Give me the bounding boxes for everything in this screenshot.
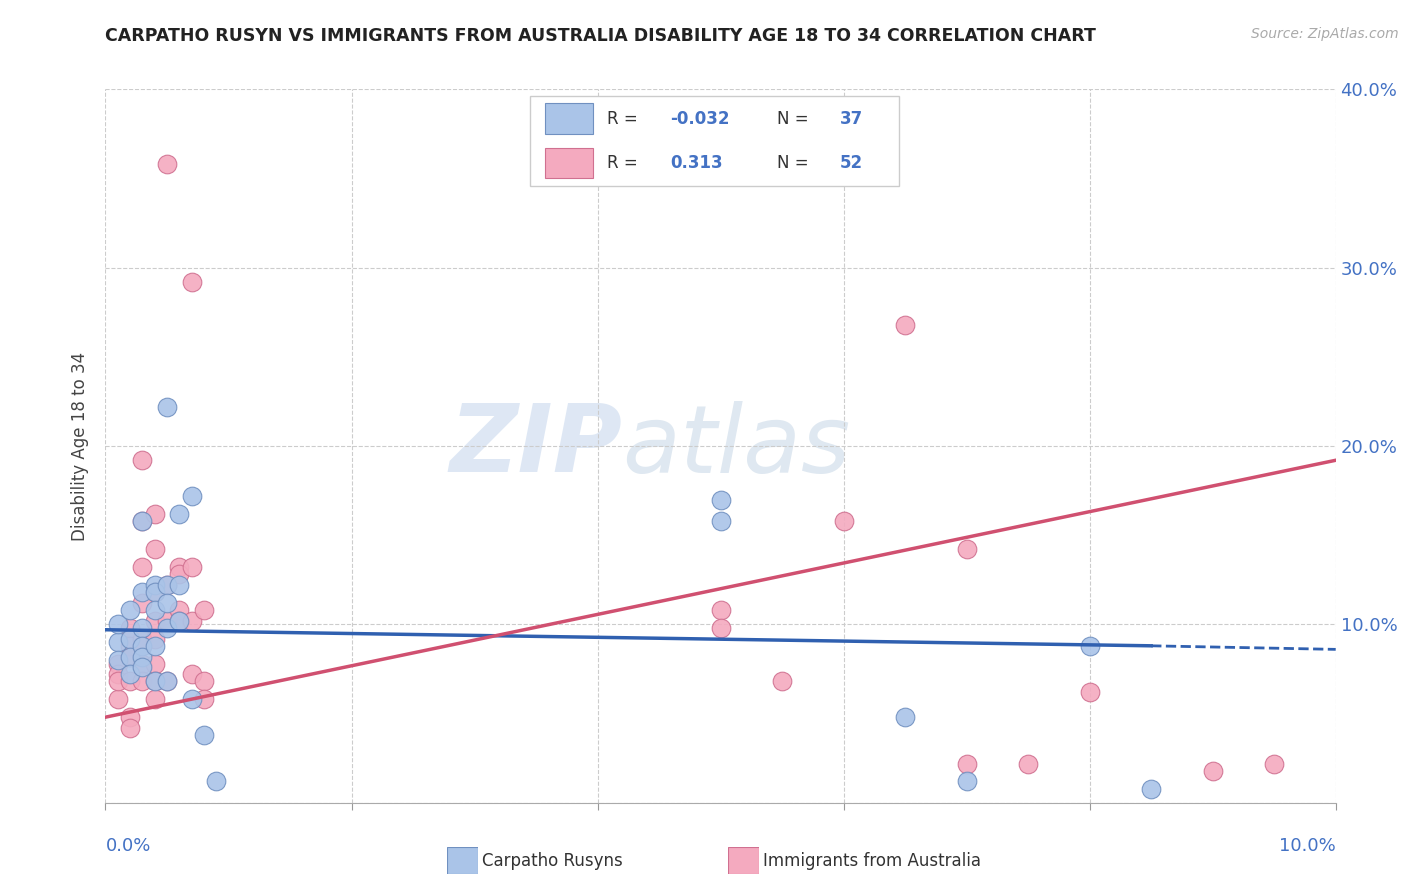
- Point: [205, 774, 228, 789]
- Point: [156, 674, 179, 689]
- Point: [180, 614, 202, 628]
- Text: Carpatho Rusyns: Carpatho Rusyns: [482, 852, 623, 870]
- Point: [169, 603, 191, 617]
- Point: [143, 657, 166, 671]
- Text: ZIP: ZIP: [450, 400, 621, 492]
- Point: [131, 596, 153, 610]
- Point: [180, 560, 202, 574]
- Point: [956, 756, 979, 771]
- Point: [156, 578, 179, 592]
- Point: [131, 560, 153, 574]
- Point: [710, 621, 733, 635]
- Point: [1078, 685, 1101, 699]
- Point: [120, 603, 141, 617]
- Point: [156, 621, 179, 635]
- Point: [131, 639, 153, 653]
- Point: [143, 603, 166, 617]
- Point: [169, 614, 191, 628]
- Point: [770, 674, 793, 689]
- Point: [156, 614, 179, 628]
- Point: [107, 617, 129, 632]
- Point: [156, 400, 179, 414]
- Point: [1017, 756, 1039, 771]
- Point: [120, 667, 141, 681]
- Point: [1263, 756, 1285, 771]
- Point: [180, 275, 202, 289]
- Point: [956, 774, 979, 789]
- Point: [120, 674, 141, 689]
- Point: [710, 603, 733, 617]
- Text: atlas: atlas: [621, 401, 851, 491]
- Point: [120, 649, 141, 664]
- Point: [143, 639, 166, 653]
- Point: [1201, 764, 1223, 778]
- Point: [131, 585, 153, 599]
- Text: Immigrants from Australia: Immigrants from Australia: [763, 852, 981, 870]
- Point: [143, 632, 166, 646]
- Point: [131, 453, 153, 467]
- Point: [120, 621, 141, 635]
- Text: Source: ZipAtlas.com: Source: ZipAtlas.com: [1251, 27, 1399, 41]
- Point: [1140, 781, 1163, 796]
- Point: [169, 560, 191, 574]
- Point: [956, 542, 979, 557]
- Point: [107, 674, 129, 689]
- Point: [131, 621, 153, 635]
- Point: [180, 667, 202, 681]
- Point: [156, 596, 179, 610]
- Point: [143, 578, 166, 592]
- Point: [169, 507, 191, 521]
- Point: [156, 578, 179, 592]
- Point: [131, 660, 153, 674]
- Y-axis label: Disability Age 18 to 34: Disability Age 18 to 34: [72, 351, 90, 541]
- Point: [832, 514, 855, 528]
- Text: 0.0%: 0.0%: [105, 837, 150, 855]
- Point: [107, 692, 129, 706]
- Point: [131, 514, 153, 528]
- Point: [169, 614, 191, 628]
- Point: [143, 614, 166, 628]
- Point: [894, 710, 917, 724]
- Point: [894, 318, 917, 332]
- Point: [156, 157, 179, 171]
- Point: [131, 674, 153, 689]
- Point: [193, 728, 215, 742]
- Point: [131, 657, 153, 671]
- Point: [710, 492, 733, 507]
- Point: [107, 635, 129, 649]
- Point: [180, 692, 202, 706]
- Point: [193, 603, 215, 617]
- Point: [107, 667, 129, 681]
- Point: [1078, 639, 1101, 653]
- Point: [143, 585, 166, 599]
- Point: [107, 653, 129, 667]
- Point: [107, 657, 129, 671]
- Point: [120, 639, 141, 653]
- Point: [120, 721, 141, 735]
- Point: [710, 514, 733, 528]
- Point: [120, 710, 141, 724]
- Point: [193, 674, 215, 689]
- Point: [131, 649, 153, 664]
- Point: [131, 632, 153, 646]
- Point: [120, 649, 141, 664]
- Point: [143, 507, 166, 521]
- Point: [180, 489, 202, 503]
- Text: 10.0%: 10.0%: [1279, 837, 1336, 855]
- Point: [156, 674, 179, 689]
- Point: [169, 567, 191, 582]
- Point: [193, 692, 215, 706]
- Point: [143, 585, 166, 599]
- Point: [169, 578, 191, 592]
- Point: [143, 674, 166, 689]
- Point: [131, 639, 153, 653]
- Point: [143, 542, 166, 557]
- Point: [120, 632, 141, 646]
- Point: [143, 692, 166, 706]
- Point: [131, 514, 153, 528]
- Point: [143, 674, 166, 689]
- Text: CARPATHO RUSYN VS IMMIGRANTS FROM AUSTRALIA DISABILITY AGE 18 TO 34 CORRELATION : CARPATHO RUSYN VS IMMIGRANTS FROM AUSTRA…: [105, 27, 1097, 45]
